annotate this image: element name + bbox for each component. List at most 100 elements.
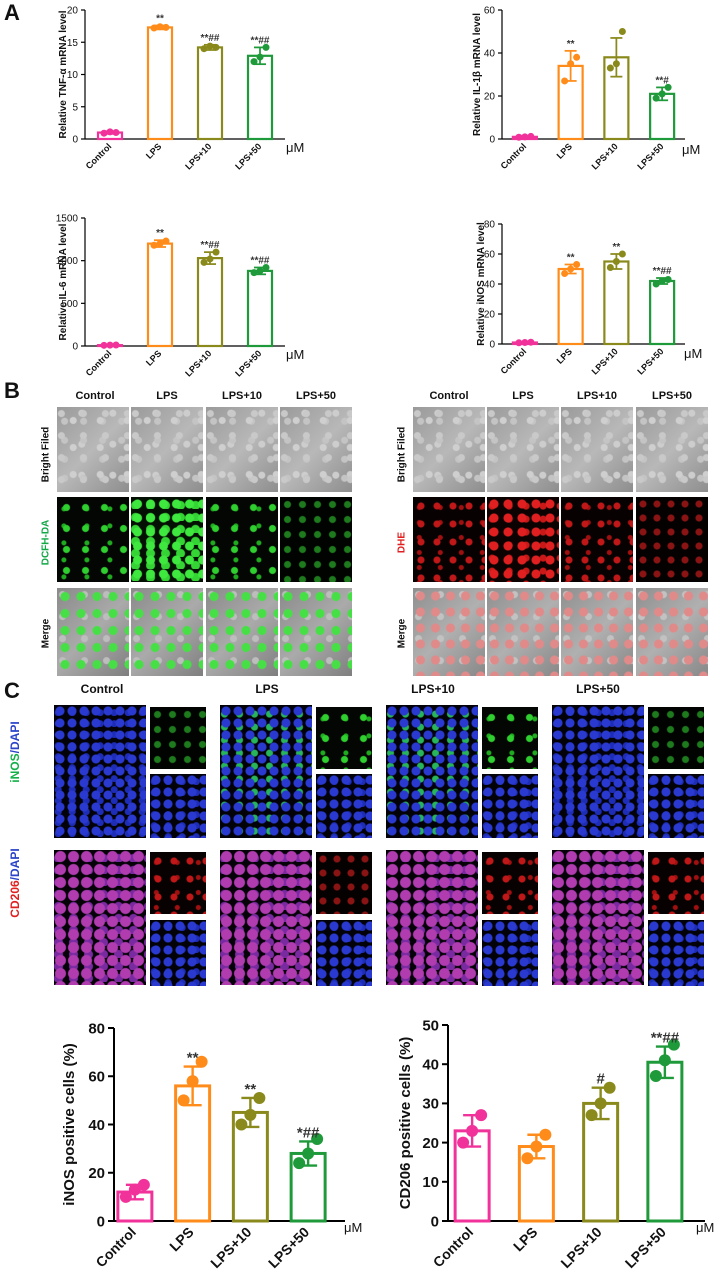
c-cd206-lps50-red — [648, 852, 704, 914]
y-tick-label: 20 — [88, 1165, 105, 1182]
data-point — [527, 338, 535, 346]
y-tick-label: 5 — [72, 102, 78, 113]
data-point — [112, 341, 120, 349]
y-tick-label: 0 — [72, 342, 78, 353]
data-point — [658, 277, 666, 285]
bar — [146, 26, 174, 141]
data-point — [100, 129, 108, 137]
b-bf-lps50 — [280, 407, 352, 492]
c-col-lps50: LPS+50 — [576, 682, 620, 696]
significance-label: **## — [201, 33, 220, 44]
c-inos-lps10-dapi — [482, 774, 538, 838]
b-bf2-lps — [487, 407, 559, 492]
y-tick-label: 40 — [422, 1056, 439, 1073]
y-axis-label: Relative iNOS mRNA level — [476, 222, 487, 346]
data-point — [567, 265, 575, 273]
b-left-col-lps50: LPS+50 — [295, 390, 337, 402]
data-point — [527, 132, 535, 140]
data-point — [106, 341, 114, 349]
y-tick-label: 0 — [72, 135, 78, 146]
data-point — [262, 43, 270, 51]
data-point — [250, 269, 258, 277]
b-dcfh-lps50 — [280, 497, 352, 582]
y-tick-label: 0 — [431, 1213, 439, 1230]
y-tick-label: 20 — [422, 1135, 439, 1152]
bar — [231, 1110, 269, 1223]
panel-label-a: A — [4, 0, 20, 25]
y-tick-label: 60 — [484, 250, 496, 261]
b-merge-control — [57, 588, 129, 676]
significance-label: **## — [201, 240, 220, 251]
data-point — [658, 90, 666, 98]
data-point — [162, 23, 170, 31]
data-point — [664, 276, 672, 283]
y-tick-label: 80 — [484, 220, 496, 231]
data-point — [585, 1109, 598, 1122]
data-point — [561, 270, 569, 277]
data-point — [515, 133, 523, 141]
b-merge2-lps10 — [561, 588, 633, 676]
significance-label: ** — [156, 13, 164, 24]
data-point — [652, 280, 660, 288]
data-point — [206, 42, 214, 50]
data-point — [521, 1152, 534, 1165]
c-row2-label-dapi: /DAPI — [8, 848, 22, 881]
b-dhe-lps10 — [561, 497, 633, 582]
data-point — [212, 43, 220, 51]
b-left-col-lps10: LPS+10 — [221, 390, 263, 402]
y-tick-label: 1500 — [56, 214, 79, 225]
data-point — [293, 1157, 306, 1170]
c-inos-lps-green — [316, 707, 372, 769]
category-label: LPS+50 — [233, 141, 263, 171]
significance-label: # — [596, 1071, 605, 1088]
c-inos-control-main — [54, 705, 146, 838]
data-point — [603, 1081, 616, 1094]
c-row1-label-inos: iNOS — [8, 753, 22, 783]
category-label: Control — [430, 1224, 477, 1271]
unit-label: μM — [684, 346, 702, 361]
data-point — [573, 261, 581, 268]
b-left-row-bright: Bright Filed — [40, 426, 52, 483]
data-point — [561, 77, 569, 85]
data-point — [649, 1069, 662, 1082]
c-col-lps: LPS — [255, 682, 279, 696]
y-axis-label: iNOS positive cells (%) — [61, 1043, 78, 1206]
bar — [603, 260, 630, 346]
data-point — [162, 237, 170, 245]
category-label: LPS — [166, 1224, 197, 1255]
b-left-row-dcfh: DCFH-DA — [40, 519, 52, 566]
category-label: LPS+10 — [557, 1224, 605, 1272]
b-dhe-lps — [487, 497, 559, 582]
data-point — [612, 258, 620, 265]
b-right-col-control: Control — [429, 390, 469, 402]
significance-label: ** — [567, 253, 575, 264]
panel-label-c: C — [4, 678, 20, 703]
data-point — [539, 1128, 552, 1141]
c-row2-label-cd206: CD206 — [8, 880, 22, 918]
category-label: LPS — [510, 1224, 541, 1255]
significance-label: ** — [245, 1081, 257, 1098]
data-point — [521, 339, 529, 346]
c-cd206-lps-main — [220, 850, 312, 985]
b-right-row-bright: Bright Filed — [396, 426, 408, 483]
b-dcfh-lps10 — [206, 497, 278, 582]
c-inos-lps10-green — [482, 707, 538, 769]
significance-label: ** — [567, 39, 575, 50]
b-right-col-lps50: LPS+50 — [651, 390, 693, 402]
data-point — [475, 1109, 488, 1122]
b-dcfh-lps — [131, 497, 203, 582]
category-label: LPS+10 — [183, 348, 213, 378]
panel-label-b: B — [4, 378, 20, 403]
y-axis-label: Relative IL-6 mRNA level — [58, 223, 69, 340]
data-point — [606, 64, 614, 72]
unit-label: μM — [286, 140, 304, 155]
data-point — [618, 250, 626, 258]
significance-label: **## — [653, 266, 672, 277]
data-point — [212, 248, 220, 256]
y-tick-label: 10 — [422, 1174, 439, 1191]
significance-label: ** — [612, 242, 620, 253]
